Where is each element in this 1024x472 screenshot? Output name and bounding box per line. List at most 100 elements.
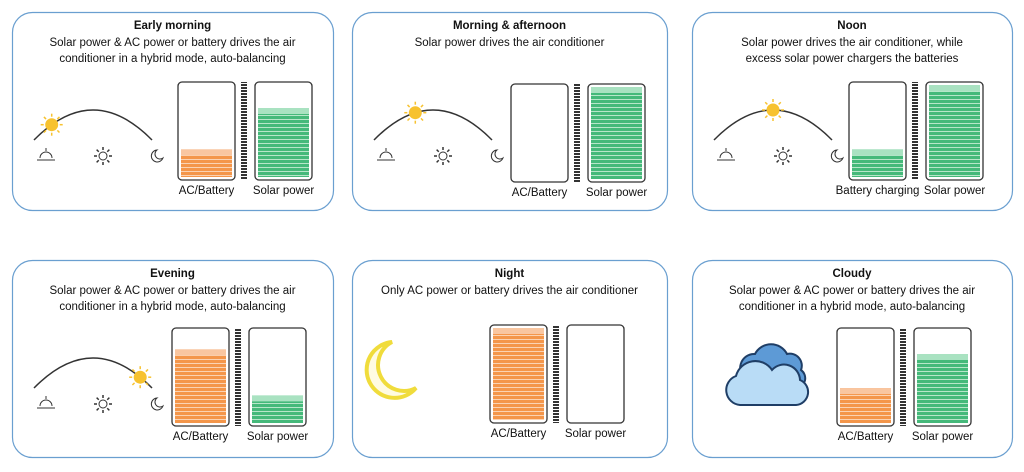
battery-fill (175, 349, 226, 423)
panel-description: Solar power drives the air conditioner (415, 37, 605, 49)
moon-icon (150, 149, 165, 163)
battery-frame (566, 324, 625, 424)
sun-ray (764, 115, 768, 119)
battery-fill-top (252, 395, 303, 402)
panel-description: Solar power & AC power or battery drives… (49, 285, 295, 297)
sun-ray (446, 149, 450, 153)
mode-panel: Cloudy Solar power & AC power or battery … (691, 259, 1014, 459)
sun-ray (420, 104, 424, 108)
bar-label: AC/Battery (838, 431, 894, 443)
panel-description: excess solar power chargers the batterie… (746, 53, 959, 65)
sun-ray (764, 101, 768, 105)
bar-label: Solar power (586, 187, 648, 199)
panel-description: Solar power & AC power or battery drives… (49, 37, 295, 49)
sun-ray (43, 129, 47, 134)
sunrise-icon (37, 148, 55, 161)
sun (45, 118, 59, 132)
sun-ray (56, 116, 61, 120)
battery-fill-top (175, 349, 226, 356)
sun-ray (778, 115, 782, 119)
battery-fill-top (493, 328, 544, 334)
battery-fill-top (917, 354, 968, 360)
sun-ray (96, 407, 100, 411)
bar-label: Solar power (565, 428, 627, 440)
sun-ray (106, 159, 110, 163)
battery-fill-top (929, 85, 980, 91)
sun-path (373, 109, 493, 141)
sunrise-icon (717, 148, 735, 161)
bar-label: Solar power (253, 185, 315, 197)
sun (98, 399, 108, 409)
sun-ray (96, 149, 100, 153)
mode-panel: Early morning Solar power & AC power or b… (11, 11, 335, 212)
battery-fill-top (258, 108, 309, 114)
separator (235, 328, 241, 426)
separator (900, 328, 906, 426)
sun-ray (145, 368, 149, 373)
panel-frame (11, 11, 335, 212)
sun-ray (776, 159, 780, 163)
battery-fill-top (591, 87, 642, 93)
sun-ray (778, 101, 782, 105)
sun-ray (106, 397, 110, 401)
sun-ray (446, 159, 450, 163)
sun-ray (106, 407, 110, 411)
battery-fill (591, 87, 642, 179)
sun-ray (786, 149, 790, 153)
sun-ray (145, 382, 149, 386)
sun (766, 103, 780, 117)
separator (241, 82, 247, 180)
sun-ray (43, 116, 47, 120)
sunrise-icon (37, 396, 55, 409)
bar-label: Battery charging (836, 185, 920, 197)
battery-fill (929, 85, 980, 177)
sun-ray (776, 149, 780, 153)
night-moon (364, 340, 418, 400)
sun-ray (131, 368, 136, 373)
sun (133, 370, 147, 384)
panel-description: conditioner in a hybrid mode, auto-balan… (59, 53, 285, 65)
battery-fill (917, 354, 968, 423)
sunrise-icon (377, 148, 395, 161)
mode-panel: Noon Solar power drives the air condition… (691, 11, 1014, 212)
separator (912, 82, 918, 180)
panel-description: Solar power drives the air conditioner, … (741, 37, 963, 49)
panel-title: Evening (150, 268, 195, 280)
moon-icon (150, 397, 165, 411)
bar-label: Solar power (924, 185, 986, 197)
bar-label: AC/Battery (179, 185, 235, 197)
battery-fill (258, 108, 309, 177)
separator (574, 84, 580, 182)
sun-ray (436, 149, 440, 153)
separator (553, 325, 559, 423)
sun-ray (436, 159, 440, 163)
cloud-front (725, 360, 810, 406)
sun (438, 151, 448, 161)
panel-description: Solar power & AC power or battery drives… (729, 285, 975, 297)
sun-ray (96, 397, 100, 401)
battery-fill (493, 328, 544, 420)
panel-description: Only AC power or battery drives the air … (381, 285, 638, 297)
bar-label: Solar power (912, 431, 974, 443)
sun-ray (106, 149, 110, 153)
mode-panel: Morning & afternoon Solar power drives th… (351, 11, 669, 212)
battery-fill-top (840, 388, 891, 395)
panel-description: conditioner in a hybrid mode, auto-balan… (739, 301, 965, 313)
battery-fill-top (181, 149, 232, 156)
mode-panel: Evening Solar power & AC power or battery… (11, 259, 335, 459)
sun (98, 151, 108, 161)
bar-label: Solar power (247, 431, 309, 443)
sun-ray (420, 117, 424, 122)
sun-ray (406, 117, 411, 122)
panel-title: Early morning (134, 20, 211, 32)
panel-description: conditioner in a hybrid mode, auto-balan… (59, 301, 285, 313)
battery-fill-top (852, 149, 903, 156)
sun-ray (131, 382, 136, 386)
sun-ray (406, 104, 411, 108)
panel-title: Morning & afternoon (453, 20, 566, 32)
mode-panel: Night Only AC power or battery drives the… (351, 259, 669, 459)
bar-label: AC/Battery (173, 431, 229, 443)
sun-ray (786, 159, 790, 163)
sun-ray (96, 159, 100, 163)
